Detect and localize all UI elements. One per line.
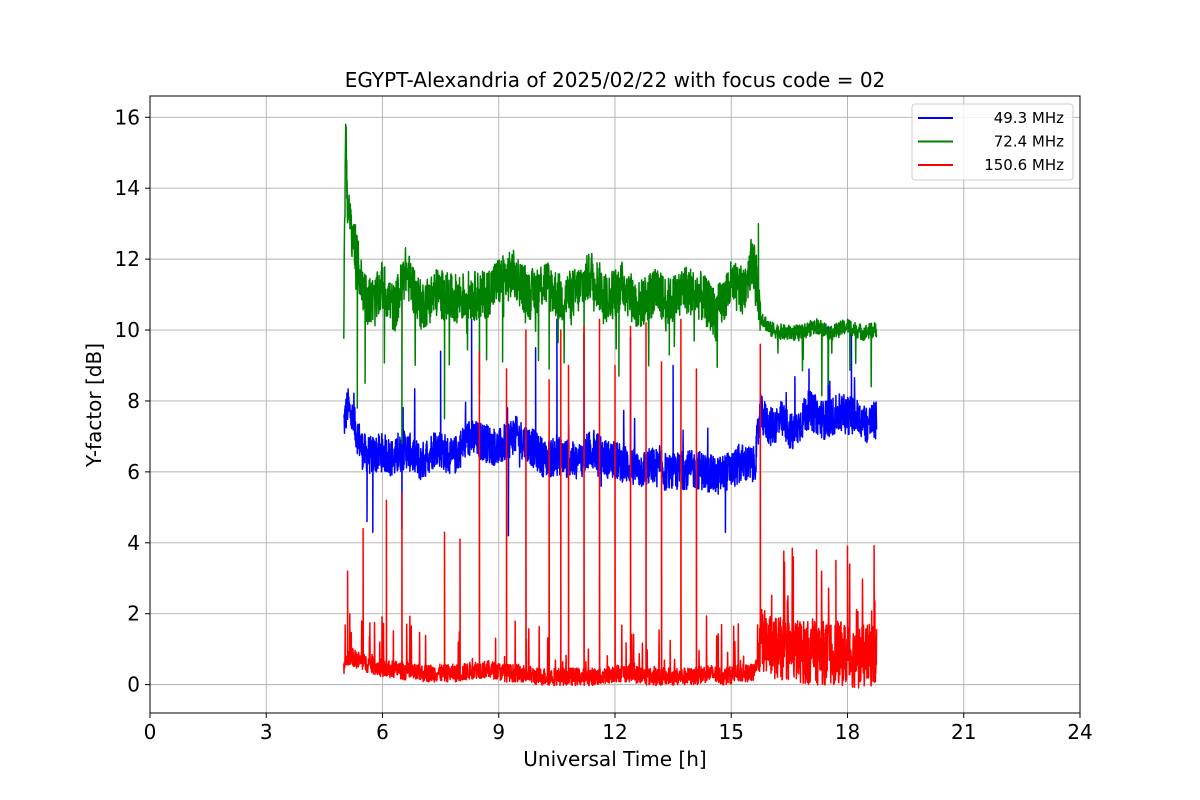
legend: 49.3 MHz 72.4 MHz 150.6 MHz [911, 103, 1074, 181]
y-tick-label: 16 [115, 105, 140, 129]
y-tick-label: 8 [127, 389, 140, 413]
x-tick-label: 12 [602, 720, 627, 744]
y-tick-label: 14 [115, 176, 140, 200]
x-tick-label: 3 [260, 720, 273, 744]
series-line [343, 318, 878, 537]
y-tick-label: 12 [115, 247, 140, 271]
chart-title: EGYPT-Alexandria of 2025/02/22 with focu… [345, 68, 886, 92]
series-line [343, 123, 878, 445]
x-tick-label: 18 [835, 720, 860, 744]
x-tick-label: 0 [144, 720, 157, 744]
y-tick-label: 0 [127, 673, 140, 697]
x-tick-label: 24 [1067, 720, 1092, 744]
legend-box [911, 103, 1074, 181]
series-group [343, 123, 878, 689]
x-tick-label: 15 [719, 720, 744, 744]
y-tick-label: 10 [115, 318, 140, 342]
x-tick-label: 9 [492, 720, 505, 744]
x-tick-label: 21 [951, 720, 976, 744]
y-axis-label: Y-factor [dB] [82, 343, 106, 468]
legend-label: 72.4 MHz [994, 133, 1064, 151]
series-line [343, 318, 878, 689]
y-tick-label: 2 [127, 602, 140, 626]
legend-label: 150.6 MHz [984, 156, 1064, 174]
x-axis-label: Universal Time [h] [523, 747, 706, 771]
x-tick-label: 6 [376, 720, 389, 744]
y-tick-label: 6 [127, 460, 140, 484]
y-tick-label: 4 [127, 531, 140, 555]
legend-label: 49.3 MHz [994, 109, 1064, 127]
